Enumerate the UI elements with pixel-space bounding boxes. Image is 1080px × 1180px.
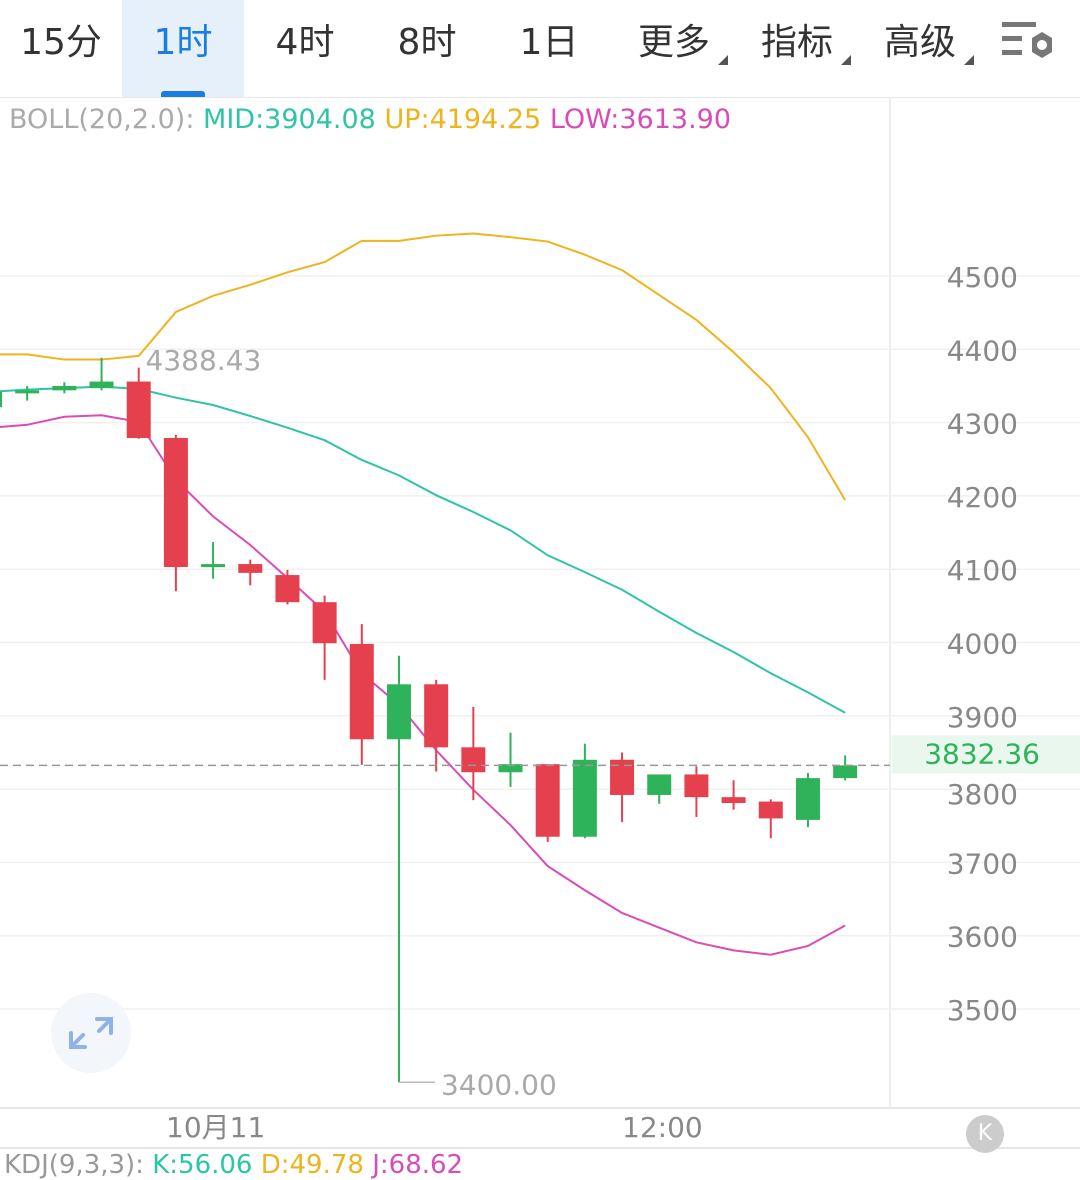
y-tick-label: 4200 [947, 481, 1018, 514]
tab-label: 8时 [397, 22, 457, 63]
y-tick-label: 3800 [947, 778, 1018, 811]
candle-body [424, 684, 449, 748]
y-tick-label: 3600 [947, 921, 1018, 954]
y-tick-label: 4100 [947, 554, 1018, 587]
tab-label: 1时 [153, 22, 213, 63]
kdj-legend: KDJ(9,3,3): K:56.06 D:49.78 J:68.62 [4, 1150, 463, 1180]
tab-label: 1日 [519, 22, 579, 63]
dropdown-triangle-icon [841, 55, 851, 65]
tab-8h[interactable]: 8时 [366, 0, 488, 97]
x-tick-label: 10月11 [166, 1111, 266, 1144]
candle-body [461, 747, 486, 773]
candle-body [535, 764, 560, 837]
candle-body [126, 381, 151, 438]
y-tick-label: 3700 [947, 847, 1018, 880]
candle-body [386, 684, 411, 740]
kdj-j: J:68.62 [372, 1150, 464, 1180]
candle-body [275, 575, 300, 603]
tab-label: 高级 [883, 22, 956, 63]
high-price-label: 4388.43 [146, 344, 262, 377]
tab-more[interactable]: 更多 [632, 0, 728, 97]
tab-indicators[interactable]: 指标 [755, 0, 851, 97]
candle-body [0, 391, 2, 408]
candle-body [163, 437, 188, 568]
y-tick-label: 4000 [947, 628, 1018, 661]
candlestick-chart[interactable]: 3500 3600 3700 3800 3900 4000 4100 4200 4300 4400… [0, 0, 1080, 1150]
candle-body [498, 764, 523, 773]
tab-label: 更多 [637, 22, 710, 63]
boll-legend: BOLL(20,2.0): MID:3904.08 UP:4194.25 LOW… [9, 104, 731, 135]
y-tick-label: 4500 [947, 261, 1018, 294]
tab-label: 指标 [760, 22, 833, 63]
dropdown-triangle-icon [964, 55, 974, 65]
tab-label: 4时 [275, 22, 335, 63]
boll-mid: MID:3904.08 [203, 104, 376, 135]
tab-advanced[interactable]: 高级 [878, 0, 974, 97]
candle-body [238, 564, 263, 573]
candle-body [833, 765, 858, 779]
candle-body [89, 381, 114, 389]
expand-icon [69, 1017, 113, 1049]
tab-1h[interactable]: 1时 [122, 0, 244, 97]
tab-4h[interactable]: 4时 [244, 0, 366, 97]
candle-body [349, 643, 374, 740]
candle-body [15, 390, 40, 394]
boll-up: UP:4194.25 [384, 104, 542, 135]
candle-body [758, 801, 783, 819]
tab-label: 15分 [20, 22, 102, 63]
chart-settings-icon[interactable] [1000, 18, 1058, 66]
candle-body [684, 774, 709, 798]
fullscreen-button[interactable] [51, 993, 131, 1073]
boll-low: LOW:3613.90 [549, 104, 732, 135]
x-tick-label: 12:00 [622, 1111, 703, 1144]
y-tick-label: 4300 [947, 408, 1018, 441]
last-price-label: 3832.36 [924, 737, 1040, 770]
last-price-badge [892, 735, 1080, 774]
kdj-name: KDJ(9,3,3): [4, 1150, 144, 1180]
candle-body [201, 564, 226, 568]
candle-body [647, 774, 672, 795]
kdj-k: K:56.06 [152, 1150, 253, 1180]
candle-body [572, 759, 597, 837]
y-tick-label: 4400 [947, 334, 1018, 367]
boll-name: BOLL(20,2.0): [9, 104, 195, 135]
tab-15m[interactable]: 15分 [0, 0, 122, 97]
candle-body [52, 385, 77, 391]
tab-1d[interactable]: 1日 [488, 0, 610, 97]
kdj-d: D:49.78 [260, 1150, 364, 1180]
candle-body [312, 602, 337, 644]
candle-body [721, 797, 746, 804]
scroll-to-latest-button[interactable]: K [966, 1115, 1004, 1153]
y-tick-label: 3500 [947, 994, 1018, 1027]
dropdown-triangle-icon [718, 55, 728, 65]
boll-upper-line [0, 232, 847, 501]
low-price-label: 3400.00 [441, 1068, 557, 1101]
y-tick-label: 3900 [947, 701, 1018, 734]
candle-body [795, 778, 820, 820]
timeframe-tabs: 15分 1时 4时 8时 1日 更多 指标 高级 [0, 0, 1080, 98]
